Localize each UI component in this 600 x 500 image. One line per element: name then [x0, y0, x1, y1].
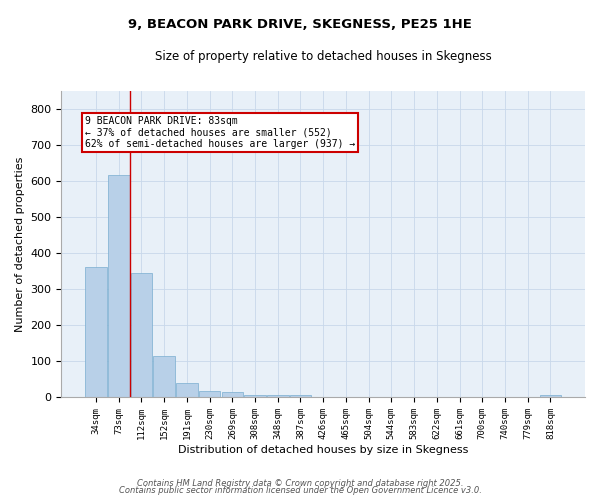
- Text: Contains HM Land Registry data © Crown copyright and database right 2025.: Contains HM Land Registry data © Crown c…: [137, 478, 463, 488]
- Text: 9 BEACON PARK DRIVE: 83sqm
← 37% of detached houses are smaller (552)
62% of sem: 9 BEACON PARK DRIVE: 83sqm ← 37% of deta…: [85, 116, 355, 149]
- Bar: [267, 395, 289, 398]
- Bar: [199, 391, 220, 398]
- Bar: [85, 268, 107, 398]
- Title: Size of property relative to detached houses in Skegness: Size of property relative to detached ho…: [155, 50, 491, 63]
- Bar: [290, 395, 311, 398]
- Bar: [244, 394, 266, 398]
- Bar: [131, 273, 152, 398]
- X-axis label: Distribution of detached houses by size in Skegness: Distribution of detached houses by size …: [178, 445, 469, 455]
- Bar: [154, 356, 175, 398]
- Bar: [221, 392, 243, 398]
- Text: Contains public sector information licensed under the Open Government Licence v3: Contains public sector information licen…: [119, 486, 481, 495]
- Bar: [108, 176, 130, 398]
- Bar: [539, 395, 561, 398]
- Text: 9, BEACON PARK DRIVE, SKEGNESS, PE25 1HE: 9, BEACON PARK DRIVE, SKEGNESS, PE25 1HE: [128, 18, 472, 30]
- Y-axis label: Number of detached properties: Number of detached properties: [15, 156, 25, 332]
- Bar: [176, 383, 197, 398]
